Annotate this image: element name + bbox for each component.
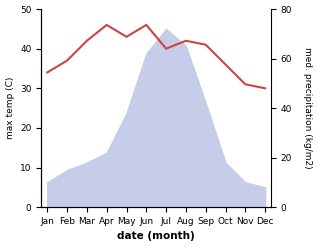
Y-axis label: med. precipitation (kg/m2): med. precipitation (kg/m2) — [303, 47, 313, 169]
X-axis label: date (month): date (month) — [117, 231, 195, 242]
Y-axis label: max temp (C): max temp (C) — [5, 77, 15, 139]
